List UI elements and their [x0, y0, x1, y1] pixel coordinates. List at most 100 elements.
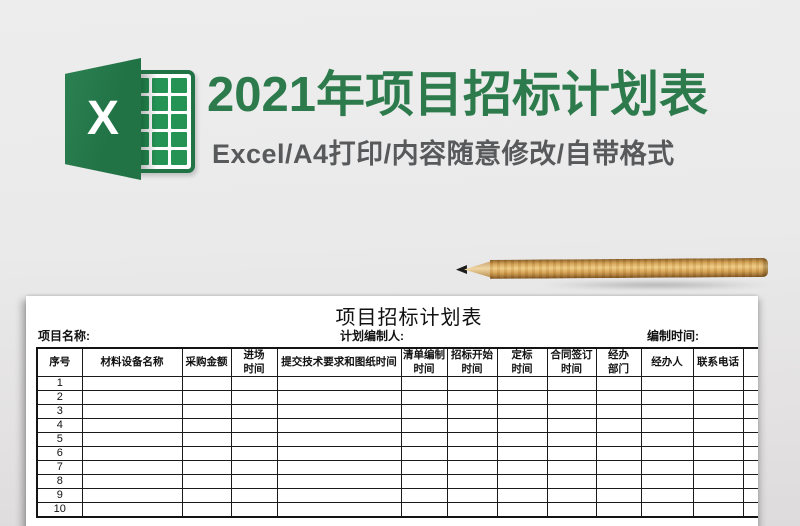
table-row: 10: [36, 502, 758, 518]
empty-cell: [276, 502, 402, 518]
empty-cell: [276, 404, 402, 419]
empty-cell: [546, 460, 597, 475]
empty-cell: [595, 432, 642, 447]
empty-cell: [181, 390, 232, 405]
empty-cell: [400, 404, 448, 419]
column-header: [742, 347, 758, 377]
empty-cell: [742, 432, 758, 447]
table-row: 4: [36, 418, 758, 433]
logo-grid-cell: [152, 150, 168, 165]
empty-cell: [81, 488, 183, 503]
empty-cell: [400, 446, 448, 461]
worksheet-paper: 项目招标计划表 项目名称: 计划编制人: 编制时间: 序号 材料设备名称 采购金额进…: [26, 296, 758, 526]
empty-cell: [546, 488, 597, 503]
empty-cell: [446, 502, 498, 518]
empty-cell: [742, 418, 758, 433]
table-header-row: 序号 材料设备名称 采购金额 进场 时间 提交技术要求和图纸时间 清单编制 时间 招标开始 …: [36, 347, 758, 377]
column-header: 进场 时间: [230, 347, 278, 377]
logo-grid-cell: [152, 78, 168, 93]
column-header: 清单编制 时间: [400, 347, 448, 377]
empty-cell: [595, 418, 642, 433]
empty-cell: [546, 418, 597, 433]
column-header: 合同签订 时间: [546, 347, 597, 377]
column-header: 材料设备名称: [81, 347, 183, 377]
row-number-cell: 10: [36, 502, 83, 518]
row-number-cell: 7: [36, 460, 83, 475]
banner-subtitle: Excel/A4打印/内容随意修改/自带格式: [212, 139, 675, 169]
table-row: 8: [36, 474, 758, 489]
empty-cell: [640, 404, 694, 419]
empty-cell: [81, 404, 183, 419]
table-row: 3: [36, 404, 758, 419]
empty-cell: [276, 460, 402, 475]
empty-cell: [595, 390, 642, 405]
empty-cell: [230, 376, 278, 391]
empty-cell: [81, 446, 183, 461]
logo-grid-cell: [152, 96, 168, 111]
empty-cell: [496, 418, 548, 433]
worksheet-meta-row: 项目名称: 计划编制人: 编制时间:: [26, 327, 758, 343]
pencil-body: [489, 257, 769, 279]
empty-cell: [230, 446, 278, 461]
empty-cell: [181, 502, 232, 518]
empty-cell: [446, 474, 498, 489]
empty-cell: [400, 488, 448, 503]
empty-cell: [546, 432, 597, 447]
table-row: 9: [36, 488, 758, 503]
empty-cell: [496, 502, 548, 518]
empty-cell: [446, 376, 498, 391]
empty-cell: [446, 418, 498, 433]
worksheet-title: 项目招标计划表: [335, 307, 483, 329]
empty-cell: [496, 488, 548, 503]
empty-cell: [595, 474, 642, 489]
empty-cell: [81, 390, 183, 405]
excel-cover-shape: X: [65, 58, 141, 180]
empty-cell: [692, 460, 744, 475]
column-header: 联系电话: [692, 347, 744, 377]
empty-cell: [230, 460, 278, 475]
empty-cell: [742, 502, 758, 518]
empty-cell: [81, 376, 183, 391]
empty-cell: [546, 376, 597, 391]
empty-cell: [496, 474, 548, 489]
empty-cell: [276, 488, 402, 503]
row-number-cell: 2: [36, 390, 83, 405]
empty-cell: [496, 404, 548, 419]
row-number-cell: 1: [36, 376, 83, 391]
table-row: 2: [36, 390, 758, 405]
empty-cell: [400, 432, 448, 447]
empty-cell: [181, 376, 232, 391]
empty-cell: [276, 376, 402, 391]
empty-cell: [276, 390, 402, 405]
logo-grid-cell: [171, 150, 187, 165]
table-row: 5: [36, 432, 758, 447]
project-name-label: 项目名称:: [38, 329, 90, 343]
empty-cell: [81, 502, 183, 518]
empty-cell: [595, 488, 642, 503]
table-row: 1: [36, 376, 758, 391]
empty-cell: [276, 418, 402, 433]
empty-cell: [446, 390, 498, 405]
bid-plan-table: 序号 材料设备名称 采购金额 进场 时间 提交技术要求和图纸时间 清单编制 时间 招标开始 …: [36, 347, 758, 518]
empty-cell: [181, 446, 232, 461]
logo-grid-cell: [171, 132, 187, 147]
empty-cell: [595, 502, 642, 518]
banner-title: 2021年项目招标计划表: [207, 68, 709, 122]
pencil-decoration-icon: [456, 257, 769, 281]
empty-cell: [400, 502, 448, 518]
empty-cell: [595, 376, 642, 391]
empty-cell: [496, 376, 548, 391]
empty-cell: [230, 404, 278, 419]
empty-cell: [496, 432, 548, 447]
empty-cell: [692, 432, 744, 447]
empty-cell: [742, 446, 758, 461]
empty-cell: [446, 488, 498, 503]
empty-cell: [546, 474, 597, 489]
empty-cell: [446, 432, 498, 447]
empty-cell: [81, 474, 183, 489]
empty-cell: [230, 502, 278, 518]
empty-cell: [400, 418, 448, 433]
empty-cell: [640, 474, 694, 489]
column-header: 序号: [36, 347, 83, 377]
